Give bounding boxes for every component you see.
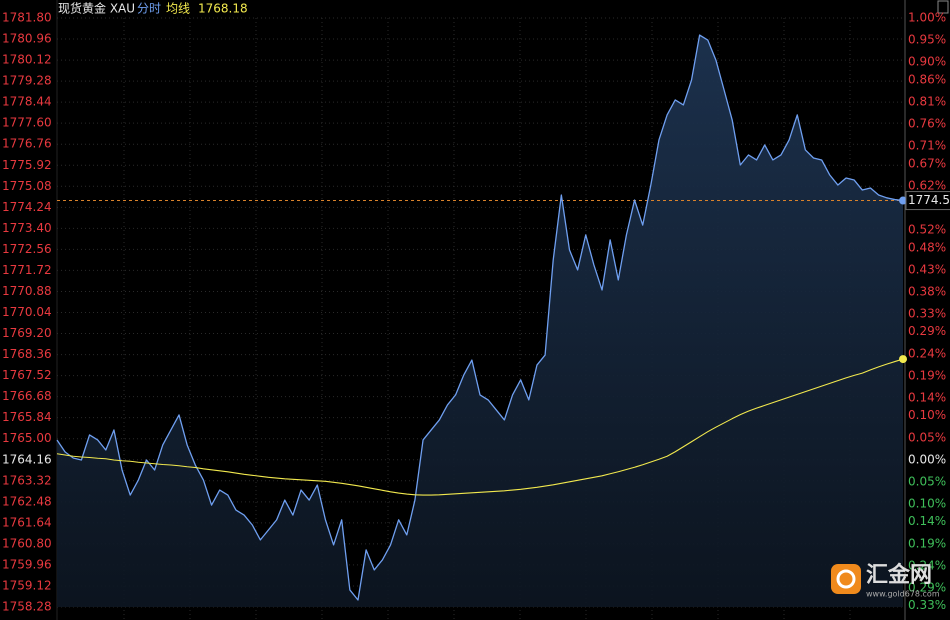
y-tick-label: 1765.00 bbox=[2, 431, 52, 445]
y2-tick-label: 0.05% bbox=[908, 474, 946, 488]
y-tick-label: 1765.84 bbox=[2, 410, 52, 424]
price-area bbox=[57, 35, 903, 607]
chart-title: 现货黄金 XAU bbox=[58, 1, 135, 16]
y2-tick-label: 0.14% bbox=[908, 514, 946, 528]
watermark-url: www.gold678.com bbox=[866, 590, 940, 599]
y2-tick-label: 0.29% bbox=[908, 324, 946, 338]
y2-tick-label: 0.76% bbox=[908, 117, 946, 131]
average-value: 1768.18 bbox=[198, 2, 248, 16]
y-tick-label: 1780.96 bbox=[2, 32, 52, 46]
y2-tick-label: 0.52% bbox=[908, 223, 946, 237]
header: 现货黄金 XAU 分时 均线 1768.18 bbox=[58, 1, 248, 16]
legend-average: 均线 bbox=[166, 2, 190, 16]
y-tick-label: 1779.28 bbox=[2, 74, 52, 88]
average-line bbox=[56, 358, 904, 496]
y-tick-label: 1773.40 bbox=[2, 221, 52, 235]
y-tick-label: 1764.16 bbox=[2, 452, 52, 466]
y-tick-label: 1759.96 bbox=[2, 557, 52, 571]
y-tick-label: 1759.12 bbox=[2, 578, 52, 592]
average-end-dot bbox=[899, 355, 907, 364]
y-tick-label: 1766.68 bbox=[2, 389, 52, 403]
y2-tick-label: 0.67% bbox=[908, 156, 946, 170]
y2-tick-label: 0.33% bbox=[908, 307, 946, 321]
legend-price: 分时 bbox=[137, 2, 161, 16]
y-tick-label: 1769.20 bbox=[2, 326, 52, 340]
y2-tick-label: 1.00% bbox=[908, 11, 946, 25]
y-tick-label: 1780.12 bbox=[2, 53, 52, 67]
y2-tick-label: 0.38% bbox=[908, 284, 946, 298]
y-tick-label: 1762.48 bbox=[2, 494, 52, 508]
y-tick-label: 1761.64 bbox=[2, 515, 52, 529]
y2-tick-label: 0.81% bbox=[908, 94, 946, 108]
price-end-dot bbox=[899, 196, 907, 205]
y2-tick-label: 0.29% bbox=[908, 581, 946, 595]
y2-tick-label: 0.43% bbox=[908, 262, 946, 276]
y2-tick-label: 0.90% bbox=[908, 55, 946, 69]
price-line bbox=[56, 34, 904, 601]
y2-tick-label: 0.95% bbox=[908, 33, 946, 47]
y2-tick-label: 0.86% bbox=[908, 72, 946, 86]
y-tick-label: 1758.28 bbox=[2, 600, 52, 614]
y-tick-label: 1760.80 bbox=[2, 536, 52, 550]
watermark-logo bbox=[831, 564, 861, 594]
y2-tick-label: 0.14% bbox=[908, 391, 946, 405]
y2-tick-label: 0.48% bbox=[908, 240, 946, 254]
y2-tick-label: 0.10% bbox=[908, 497, 946, 511]
y-tick-label: 1778.44 bbox=[2, 95, 52, 109]
y-tick-label: 1768.36 bbox=[2, 347, 52, 361]
y-tick-label: 1771.72 bbox=[2, 263, 52, 277]
y2-tick-label: 0.00% bbox=[908, 452, 946, 466]
y-tick-label: 1763.32 bbox=[2, 473, 52, 487]
watermark-logo-mark bbox=[836, 569, 856, 589]
y-tick-label: 1775.92 bbox=[2, 158, 52, 172]
y-tick-label: 1774.24 bbox=[2, 200, 52, 214]
y-tick-label: 1767.52 bbox=[2, 368, 52, 382]
y2-tick-label: 0.24% bbox=[908, 558, 946, 572]
y-tick-label: 1775.08 bbox=[2, 179, 52, 193]
corner-icon[interactable] bbox=[937, 0, 949, 14]
y2-tick-label: 0.19% bbox=[908, 368, 946, 382]
y2-tick-label: 0.05% bbox=[908, 430, 946, 444]
watermark-name: 汇金网 bbox=[866, 562, 932, 588]
y-tick-label: 1770.88 bbox=[2, 284, 52, 298]
y-tick-label: 1781.80 bbox=[2, 11, 52, 25]
watermark: 汇金网 www.gold678.com bbox=[831, 562, 940, 599]
y-tick-label: 1770.04 bbox=[2, 305, 52, 319]
y2-tick-label: 0.33% bbox=[908, 598, 946, 612]
y2-tick-label: 0.62% bbox=[908, 178, 946, 192]
y2-tick-label: 0.19% bbox=[908, 536, 946, 550]
y-tick-label: 1777.60 bbox=[2, 116, 52, 130]
last-price-box bbox=[905, 191, 950, 211]
y2-tick-label: 0.24% bbox=[908, 346, 946, 360]
y2-tick-label: 0.71% bbox=[908, 139, 946, 153]
y-tick-label: 1776.76 bbox=[2, 137, 52, 151]
y2-tick-label: 0.10% bbox=[908, 408, 946, 422]
last-price-label: 1774.51 bbox=[908, 193, 950, 207]
y-tick-label: 1772.56 bbox=[2, 242, 52, 256]
